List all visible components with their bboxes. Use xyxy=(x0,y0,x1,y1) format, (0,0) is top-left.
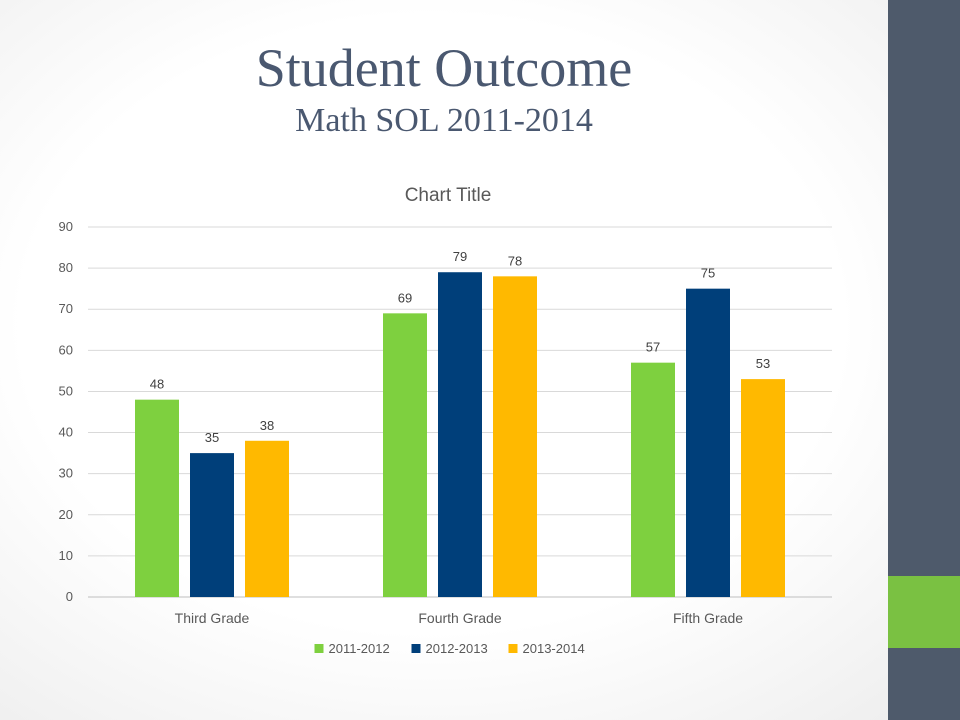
legend-label: 2012-2013 xyxy=(426,641,488,656)
slide-subtitle: Math SOL 2011-2014 xyxy=(0,100,888,142)
bar xyxy=(383,313,427,597)
bar xyxy=(741,379,785,597)
bar xyxy=(135,400,179,597)
legend-swatch xyxy=(509,644,518,653)
legend-swatch xyxy=(315,644,324,653)
chart-title: Chart Title xyxy=(405,185,492,206)
y-tick-label: 70 xyxy=(59,301,73,316)
data-label: 75 xyxy=(701,266,715,281)
slide-title: Student Outcome xyxy=(0,36,888,100)
y-tick-label: 30 xyxy=(59,466,73,481)
y-tick-label: 60 xyxy=(59,342,73,357)
data-label: 35 xyxy=(205,430,219,445)
chart-legend: 2011-2012 2012-2013 2013-2014 xyxy=(315,641,585,656)
legend-label: 2013-2014 xyxy=(523,641,585,656)
slide-title-block: Student Outcome Math SOL 2011-2014 xyxy=(0,36,888,142)
bar xyxy=(686,289,730,597)
x-axis: Third Grade Fourth Grade Fifth Grade xyxy=(175,610,744,626)
bar xyxy=(631,363,675,597)
data-label: 78 xyxy=(508,253,522,268)
legend-label: 2011-2012 xyxy=(329,641,390,656)
data-label: 69 xyxy=(398,290,412,305)
bar xyxy=(438,272,482,597)
y-tick-label: 50 xyxy=(59,383,73,398)
y-tick-label: 20 xyxy=(59,507,73,522)
y-tick-label: 10 xyxy=(59,548,73,563)
x-category-label: Fourth Grade xyxy=(418,610,501,626)
bar xyxy=(245,441,289,597)
y-tick-label: 0 xyxy=(66,589,73,604)
x-category-label: Fifth Grade xyxy=(673,610,743,626)
chart-bars: 48 35 38 69 79 78 57 75 53 xyxy=(135,249,785,597)
y-tick-label: 80 xyxy=(59,260,73,275)
bar xyxy=(493,276,537,597)
data-label: 38 xyxy=(260,418,274,433)
y-tick-label: 90 xyxy=(59,219,73,234)
data-label: 53 xyxy=(756,356,770,371)
data-label: 57 xyxy=(646,340,660,355)
y-axis: 0 10 20 30 40 50 60 70 80 90 xyxy=(59,219,73,604)
sidebar-accent-block xyxy=(888,576,960,648)
bar-chart: Chart Title 0 10 20 30 40 50 60 70 80 90 48 35 38 69… xyxy=(0,170,888,670)
data-label: 79 xyxy=(453,249,467,264)
bar xyxy=(190,453,234,597)
legend-swatch xyxy=(412,644,421,653)
x-category-label: Third Grade xyxy=(175,610,250,626)
y-tick-label: 40 xyxy=(59,425,73,440)
data-label: 48 xyxy=(150,377,164,392)
